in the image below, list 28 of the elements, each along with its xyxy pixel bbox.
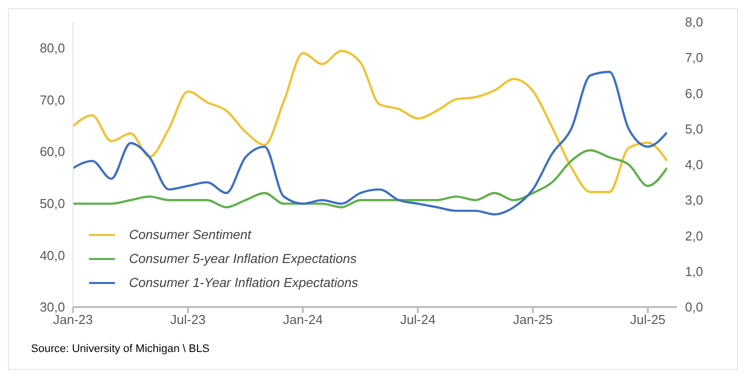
y2-tick-label: 4,0 xyxy=(685,157,704,172)
x-tick-label: Jan-25 xyxy=(512,312,553,328)
y-tick-label: 70,0 xyxy=(40,92,65,108)
source-note: Source: University of Michigan \ BLS xyxy=(31,343,210,355)
y-tick-label: 50,0 xyxy=(40,196,65,211)
x-tick-label: Jan-24 xyxy=(283,312,323,328)
y2-tick-label: 6,0 xyxy=(685,86,704,101)
y2-tick-label: 7,0 xyxy=(685,50,704,66)
legend-label: Consumer 1-Year Inflation Expectations xyxy=(129,275,358,290)
y2-tick-label: 8,0 xyxy=(685,14,704,30)
y-tick-label: 30,0 xyxy=(40,300,65,315)
y2-tick-label: 2,0 xyxy=(685,228,704,244)
line-series xyxy=(73,70,667,216)
x-tick-label: Jul-25 xyxy=(630,312,666,328)
x-tick-label: Jan-23 xyxy=(53,312,93,328)
y2-tick-label: 5,0 xyxy=(685,121,704,136)
legend-label: Consumer Sentiment xyxy=(129,227,252,242)
x-tick-label: Jul-23 xyxy=(170,312,206,328)
line-series xyxy=(73,149,667,208)
y2-tick-label: 1,0 xyxy=(685,264,704,279)
line-series xyxy=(73,50,667,194)
y-tick-label: 80,0 xyxy=(40,40,65,56)
y2-tick-label: 3,0 xyxy=(685,192,704,208)
y-tick-label: 60,0 xyxy=(40,144,65,160)
legend-label: Consumer 5-year Inflation Expectations xyxy=(129,251,357,266)
y2-tick-label: 0,0 xyxy=(685,300,704,315)
y-tick-label: 40,0 xyxy=(40,248,65,263)
x-tick-label: Jul-24 xyxy=(400,312,436,328)
